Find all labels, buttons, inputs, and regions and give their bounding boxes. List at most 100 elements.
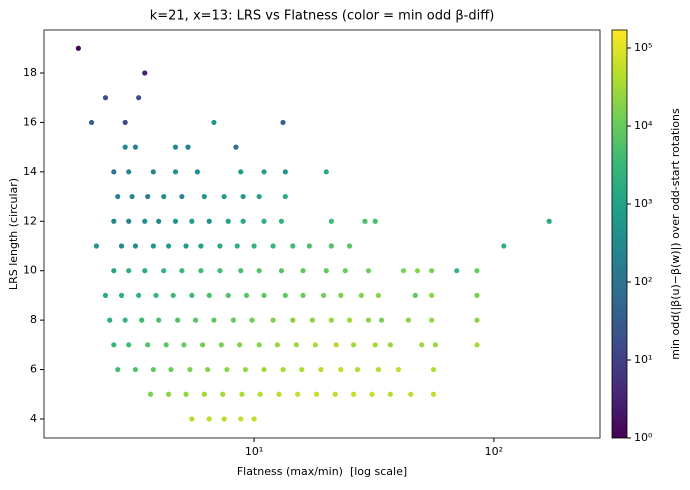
point bbox=[332, 391, 338, 397]
point bbox=[194, 169, 200, 175]
point bbox=[115, 366, 121, 373]
point bbox=[147, 391, 154, 397]
point bbox=[142, 268, 148, 274]
point bbox=[115, 193, 121, 200]
point bbox=[126, 268, 132, 274]
point bbox=[230, 317, 237, 323]
point bbox=[323, 268, 329, 274]
point bbox=[211, 119, 217, 126]
point bbox=[261, 169, 267, 175]
point bbox=[338, 292, 344, 299]
point bbox=[142, 218, 148, 224]
point bbox=[102, 292, 109, 299]
point bbox=[189, 218, 195, 224]
point bbox=[224, 366, 230, 373]
point bbox=[372, 218, 378, 224]
point bbox=[118, 243, 125, 249]
point bbox=[205, 366, 211, 373]
point bbox=[165, 243, 172, 249]
point bbox=[280, 119, 286, 126]
point bbox=[276, 391, 282, 397]
point bbox=[375, 292, 382, 299]
point bbox=[150, 366, 156, 373]
point bbox=[145, 193, 151, 200]
y-tick-label: 14 bbox=[23, 165, 37, 178]
point bbox=[419, 342, 425, 348]
point bbox=[93, 243, 100, 249]
plot-area bbox=[44, 30, 600, 438]
point bbox=[412, 292, 418, 299]
point bbox=[362, 218, 368, 224]
point bbox=[132, 366, 139, 373]
point bbox=[206, 218, 212, 224]
point bbox=[299, 366, 305, 373]
point bbox=[211, 317, 217, 323]
point bbox=[354, 366, 361, 373]
point bbox=[290, 243, 296, 249]
point bbox=[282, 292, 288, 299]
point bbox=[156, 218, 162, 224]
point bbox=[150, 243, 156, 249]
point bbox=[132, 144, 139, 150]
point bbox=[185, 144, 191, 150]
point bbox=[198, 268, 204, 274]
point bbox=[179, 193, 185, 200]
colorbar-label: min odd(|β(u)−β(w)|) over odd-start rota… bbox=[669, 108, 682, 360]
point bbox=[408, 391, 414, 397]
point bbox=[474, 342, 480, 348]
colorbar-tick-label: 10⁵ bbox=[634, 41, 652, 54]
point bbox=[251, 243, 257, 249]
point bbox=[454, 268, 460, 274]
point bbox=[278, 218, 285, 224]
point bbox=[274, 342, 280, 348]
y-tick-label: 8 bbox=[30, 313, 37, 326]
point bbox=[405, 317, 411, 323]
point bbox=[172, 144, 179, 150]
point bbox=[293, 342, 299, 348]
point bbox=[251, 416, 257, 422]
point bbox=[142, 70, 148, 76]
point bbox=[351, 342, 357, 348]
point bbox=[238, 268, 244, 274]
point bbox=[122, 119, 128, 126]
point bbox=[139, 317, 145, 323]
point bbox=[107, 317, 113, 323]
point bbox=[430, 391, 437, 397]
point bbox=[198, 243, 204, 249]
point bbox=[429, 292, 435, 299]
point bbox=[111, 268, 117, 274]
point bbox=[300, 268, 306, 274]
point bbox=[111, 218, 117, 224]
point bbox=[414, 268, 421, 274]
point bbox=[365, 317, 372, 323]
point bbox=[234, 243, 240, 249]
point bbox=[295, 391, 301, 397]
x-tick-label: 10² bbox=[485, 445, 503, 458]
point bbox=[225, 218, 231, 224]
point bbox=[342, 268, 348, 274]
point bbox=[170, 292, 176, 299]
point bbox=[318, 366, 324, 373]
point bbox=[312, 342, 318, 348]
y-tick-label: 16 bbox=[23, 115, 37, 128]
point bbox=[75, 45, 81, 51]
point bbox=[313, 391, 320, 397]
point bbox=[323, 169, 329, 175]
point bbox=[387, 391, 393, 397]
point bbox=[261, 292, 267, 299]
point bbox=[242, 366, 249, 373]
point bbox=[200, 342, 206, 348]
point bbox=[400, 268, 407, 274]
point bbox=[501, 243, 507, 249]
point bbox=[165, 391, 172, 397]
point bbox=[161, 268, 167, 274]
point bbox=[328, 317, 334, 323]
point bbox=[282, 169, 288, 175]
point bbox=[217, 268, 223, 274]
point bbox=[249, 317, 255, 323]
point bbox=[240, 218, 246, 224]
point bbox=[220, 391, 226, 397]
point bbox=[136, 95, 142, 101]
colorbar-tick-label: 10¹ bbox=[634, 353, 652, 366]
point bbox=[375, 366, 382, 373]
